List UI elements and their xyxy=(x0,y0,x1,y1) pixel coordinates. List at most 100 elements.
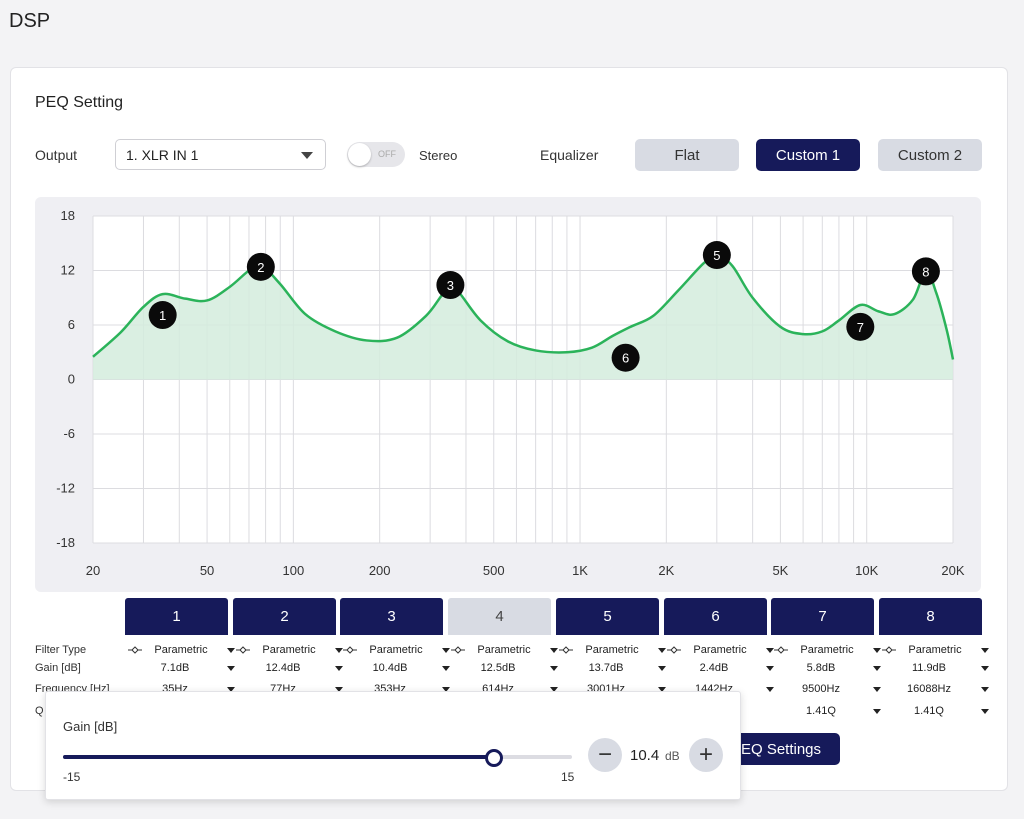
gain-popup-title: Gain [dB] xyxy=(63,719,118,734)
caret-down-icon xyxy=(981,648,989,653)
x-tick-label: 20 xyxy=(86,563,100,578)
caret-down-icon xyxy=(873,709,881,714)
caret-down-icon xyxy=(442,687,450,692)
x-tick-label: 100 xyxy=(283,563,305,578)
band-marker-dot xyxy=(246,252,275,281)
x-tick-label: 50 xyxy=(200,563,214,578)
band-marker-label: 8 xyxy=(922,264,929,279)
cell-value: Parametric xyxy=(154,644,208,656)
band-tab-3[interactable]: 3 xyxy=(340,598,443,635)
filter-shape-icon xyxy=(236,646,250,654)
band-tab-2[interactable]: 2 xyxy=(233,598,336,635)
band-marker-label: 7 xyxy=(857,320,864,335)
band-tab-7[interactable]: 7 xyxy=(771,598,874,635)
caret-down-icon xyxy=(227,648,235,653)
caret-down-icon xyxy=(873,666,881,671)
cell-value: Parametric xyxy=(262,644,316,656)
caret-down-icon xyxy=(981,687,989,692)
page-title: DSP xyxy=(9,10,51,32)
cell-value: 9500Hz xyxy=(802,683,840,695)
section-title: PEQ Setting xyxy=(35,94,124,111)
peq-settings-button[interactable]: PEQ Settings xyxy=(712,733,840,765)
gain-decrease-button[interactable]: − xyxy=(588,738,622,772)
gain-slider-fill xyxy=(63,755,494,759)
band-marker-2[interactable]: 2 xyxy=(246,252,275,281)
y-tick-label: -18 xyxy=(56,535,75,550)
band-tab-5[interactable]: 5 xyxy=(556,598,659,635)
caret-down-icon xyxy=(442,666,450,671)
band-tab-6[interactable]: 6 xyxy=(664,598,767,635)
row-label-filter_type: Filter Type xyxy=(35,644,87,656)
band-marker-1[interactable]: 1 xyxy=(148,301,177,330)
y-tick-label: 12 xyxy=(61,263,75,278)
cell-value: 11.9dB xyxy=(911,662,947,674)
band-tab-4[interactable]: 4 xyxy=(448,598,551,635)
band-marker-3[interactable]: 3 xyxy=(436,271,465,300)
cell-value: 5.8dB xyxy=(806,662,836,674)
stereo-toggle[interactable]: OFF xyxy=(347,142,405,167)
chevron-down-icon xyxy=(301,152,313,159)
x-tick-label: 500 xyxy=(483,563,505,578)
band-marker-6[interactable]: 6 xyxy=(611,343,640,372)
caret-down-icon xyxy=(766,666,774,671)
eq-chart-panel: 18 12 6 0 -6 -12 -18 20 50 100 200 500 1K 2K 5K 10K 20K 1… xyxy=(35,197,981,592)
caret-down-icon xyxy=(766,648,774,653)
band-marker-5[interactable]: 5 xyxy=(702,241,731,270)
caret-down-icon xyxy=(550,687,558,692)
caret-down-icon xyxy=(227,666,235,671)
y-tick-label: 18 xyxy=(61,208,75,223)
stereo-label: Stereo xyxy=(419,148,458,163)
filter-shape-icon xyxy=(774,646,788,654)
band-tab-1[interactable]: 1 xyxy=(125,598,228,635)
cell-value: 1.41Q xyxy=(914,705,944,717)
band-marker-label: 3 xyxy=(447,278,454,293)
output-select[interactable]: 1. XLR IN 1 xyxy=(115,139,326,170)
cell-value: Parametric xyxy=(908,644,962,656)
gain-slider-thumb[interactable] xyxy=(484,749,503,767)
caret-down-icon xyxy=(981,709,989,714)
x-tick-label: 10K xyxy=(855,563,878,578)
output-select-value: 1. XLR IN 1 xyxy=(126,147,199,163)
band-marker-8[interactable]: 8 xyxy=(911,257,940,286)
x-tick-label: 2K xyxy=(658,563,674,578)
preset-custom2-button[interactable]: Custom 2 xyxy=(878,139,982,171)
gain-slider[interactable] xyxy=(63,749,572,767)
cell-value: Parametric xyxy=(369,644,423,656)
equalizer-label: Equalizer xyxy=(540,147,599,163)
row-label-q: Q xyxy=(35,705,44,717)
toggle-knob xyxy=(348,143,371,166)
x-tick-label: 20K xyxy=(941,563,964,578)
band-tab-8[interactable]: 8 xyxy=(879,598,982,635)
cell-value: Parametric xyxy=(693,644,747,656)
gain-unit: dB xyxy=(665,749,680,763)
eq-curve-fill xyxy=(93,255,953,380)
gain-increase-button[interactable]: + xyxy=(689,738,723,772)
cell-value: 16088Hz xyxy=(906,683,952,695)
band-marker-dot xyxy=(846,312,875,341)
band-marker-7[interactable]: 7 xyxy=(846,312,875,341)
band-marker-dot xyxy=(702,241,731,270)
caret-down-icon xyxy=(335,648,343,653)
y-tick-label: -12 xyxy=(56,481,75,496)
band-marker-label: 6 xyxy=(622,351,629,366)
caret-down-icon xyxy=(442,648,450,653)
caret-down-icon xyxy=(335,687,343,692)
band-marker-dot xyxy=(911,257,940,286)
band-marker-dot xyxy=(436,271,465,300)
caret-down-icon xyxy=(658,687,666,692)
caret-down-icon xyxy=(873,648,881,653)
preset-flat-button[interactable]: Flat xyxy=(635,139,739,171)
preset-custom1-button[interactable]: Custom 1 xyxy=(756,139,860,171)
y-tick-label: 6 xyxy=(68,317,75,332)
cell-value: 7.1dB xyxy=(160,662,190,674)
cell-value: 2.4dB xyxy=(699,662,729,674)
gain-value: 10.4 xyxy=(630,747,660,764)
x-tick-label: 5K xyxy=(772,563,788,578)
filter-shape-icon xyxy=(882,646,896,654)
caret-down-icon xyxy=(766,687,774,692)
caret-down-icon xyxy=(981,666,989,671)
caret-down-icon xyxy=(227,687,235,692)
cell-value: 10.4dB xyxy=(372,662,408,674)
gain-min-label: -15 xyxy=(63,770,81,784)
